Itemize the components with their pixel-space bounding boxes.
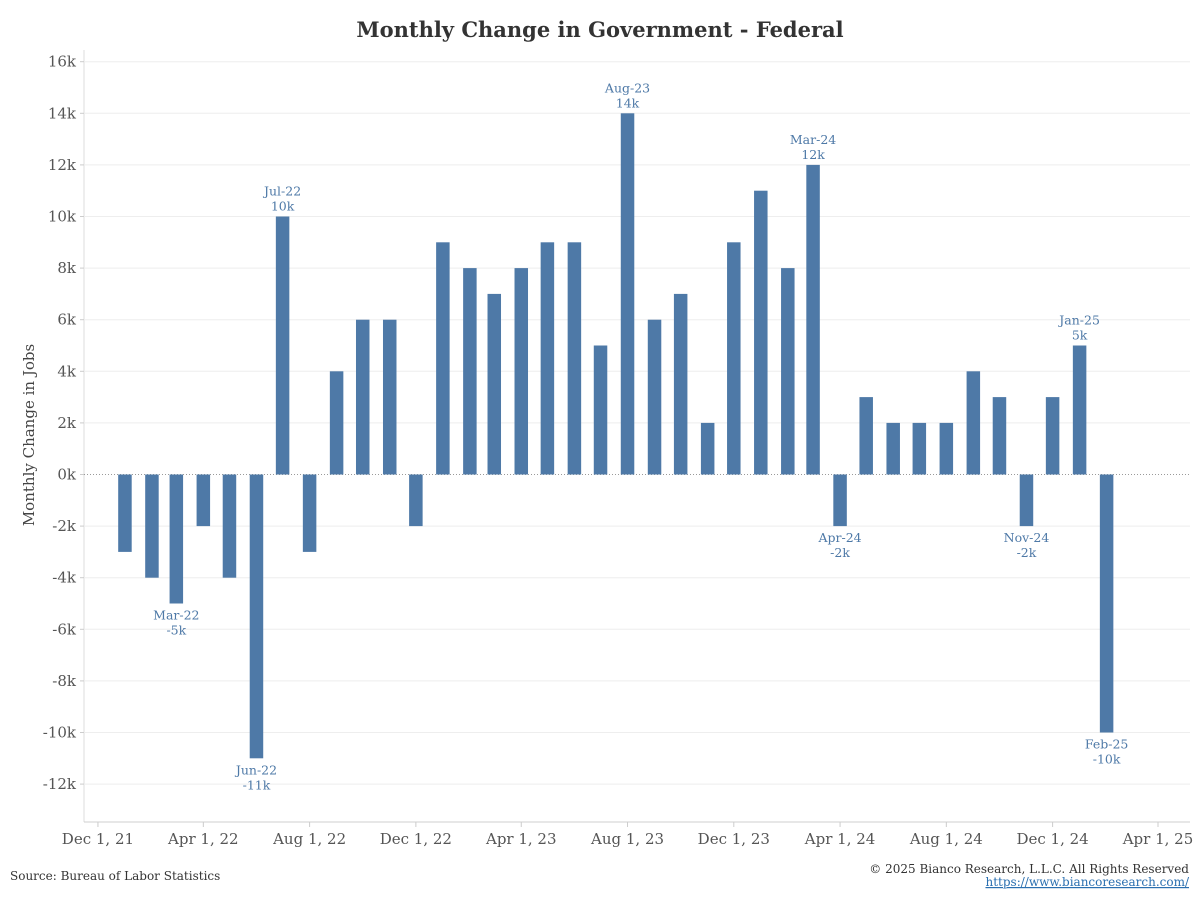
data-label-month: Jan-25 (1057, 313, 1100, 328)
data-label-value: -5k (166, 623, 186, 638)
bar (487, 293, 502, 475)
bar (275, 216, 290, 475)
data-label-month: Apr-24 (817, 530, 861, 545)
bar (620, 113, 635, 475)
bar (355, 319, 370, 475)
bar (1072, 345, 1087, 475)
bar (196, 474, 211, 527)
y-tick-label: -2k (52, 517, 77, 535)
bar (329, 371, 344, 475)
bar (436, 242, 450, 475)
bar (302, 474, 317, 552)
bar (939, 422, 954, 475)
x-axis-ticks: Dec 1, 21 Apr 1, 22 Aug 1, 22 Dec 1, 22 Apr … (62, 822, 1193, 848)
y-tick-label: -12k (43, 775, 77, 793)
data-label-value: -10k (1093, 752, 1121, 767)
data-label-month: Mar-22 (153, 608, 199, 623)
bar (540, 242, 555, 475)
x-tick-label: Apr 1, 22 (167, 830, 239, 848)
y-tick-label: 12k (48, 156, 77, 174)
bar (249, 474, 264, 759)
y-tick-label: -10k (43, 724, 77, 742)
bar (463, 268, 477, 475)
bar (781, 268, 795, 475)
copyright-note: © 2025 Bianco Research, L.L.C. All Right… (869, 862, 1189, 876)
y-tick-label: 0k (57, 466, 77, 484)
x-tick-label: Dec 1, 24 (1016, 830, 1088, 848)
x-tick-label: Apr 1, 24 (804, 830, 876, 848)
chart-title: Monthly Change in Government - Federal (356, 17, 843, 42)
bar (514, 268, 529, 475)
bar (673, 293, 688, 475)
data-label-value: 14k (616, 95, 640, 110)
gridlines (83, 50, 1190, 823)
bar (118, 474, 132, 552)
data-label-value: -11k (243, 777, 271, 792)
bar (567, 242, 582, 475)
bar (727, 242, 741, 475)
y-tick-label: -8k (52, 672, 77, 690)
y-tick-label: 8k (57, 259, 77, 277)
y-tick-label: 16k (48, 53, 77, 71)
website-link[interactable]: https://www.biancoresearch.com/ (985, 875, 1189, 889)
y-tick-label: 4k (57, 362, 77, 380)
data-label-month: Feb-25 (1085, 737, 1129, 752)
bar (593, 345, 608, 475)
bar (647, 319, 662, 475)
bar (700, 422, 715, 475)
bar (806, 164, 820, 475)
data-label-value: -2k (1017, 545, 1037, 560)
bar (1019, 474, 1034, 527)
y-axis-ticks: 16k 14k 12k 10k 8k 6k 4k 2k 0k -2k -4k -6k -8k -10k -1… (43, 53, 84, 793)
bar (886, 422, 900, 475)
x-tick-label: Aug 1, 23 (590, 830, 664, 848)
y-tick-label: 14k (48, 104, 77, 122)
source-note: Source: Bureau of Labor Statistics (10, 869, 220, 883)
y-tick-label: -6k (52, 620, 77, 638)
bar (1045, 397, 1060, 475)
bars (118, 113, 1114, 759)
bar (382, 319, 397, 475)
x-tick-label: Aug 1, 22 (272, 830, 346, 848)
bar (992, 397, 1007, 475)
bar (966, 371, 981, 475)
y-tick-label: -4k (52, 569, 77, 587)
x-tick-label: Dec 1, 21 (62, 830, 134, 848)
y-tick-label: 2k (57, 414, 77, 432)
x-tick-label: Dec 1, 22 (380, 830, 452, 848)
x-tick-label: Apr 1, 25 (1122, 830, 1194, 848)
y-tick-label: 10k (48, 208, 77, 226)
bar (754, 190, 768, 475)
data-label-value: 12k (801, 147, 825, 162)
bar (145, 474, 159, 578)
bar (1099, 474, 1114, 733)
data-label-month: Jul-22 (262, 184, 301, 199)
data-label-month: Nov-24 (1004, 530, 1050, 545)
x-tick-label: Aug 1, 24 (909, 830, 983, 848)
data-label-value: 10k (271, 199, 295, 214)
bar (169, 474, 184, 604)
bar (833, 474, 847, 527)
bar (409, 474, 423, 527)
data-label-month: Aug-23 (604, 80, 650, 95)
bar (859, 397, 873, 475)
x-tick-label: Apr 1, 23 (485, 830, 557, 848)
x-tick-label: Dec 1, 23 (698, 830, 770, 848)
data-label-value: -2k (830, 545, 850, 560)
data-label-value: 5k (1072, 328, 1088, 343)
y-axis-label: Monthly Change in Jobs (20, 344, 38, 526)
data-label-month: Jun-22 (234, 762, 277, 777)
bar (222, 474, 237, 578)
data-label-month: Mar-24 (790, 132, 836, 147)
bar (912, 422, 927, 475)
y-tick-label: 6k (57, 311, 77, 329)
